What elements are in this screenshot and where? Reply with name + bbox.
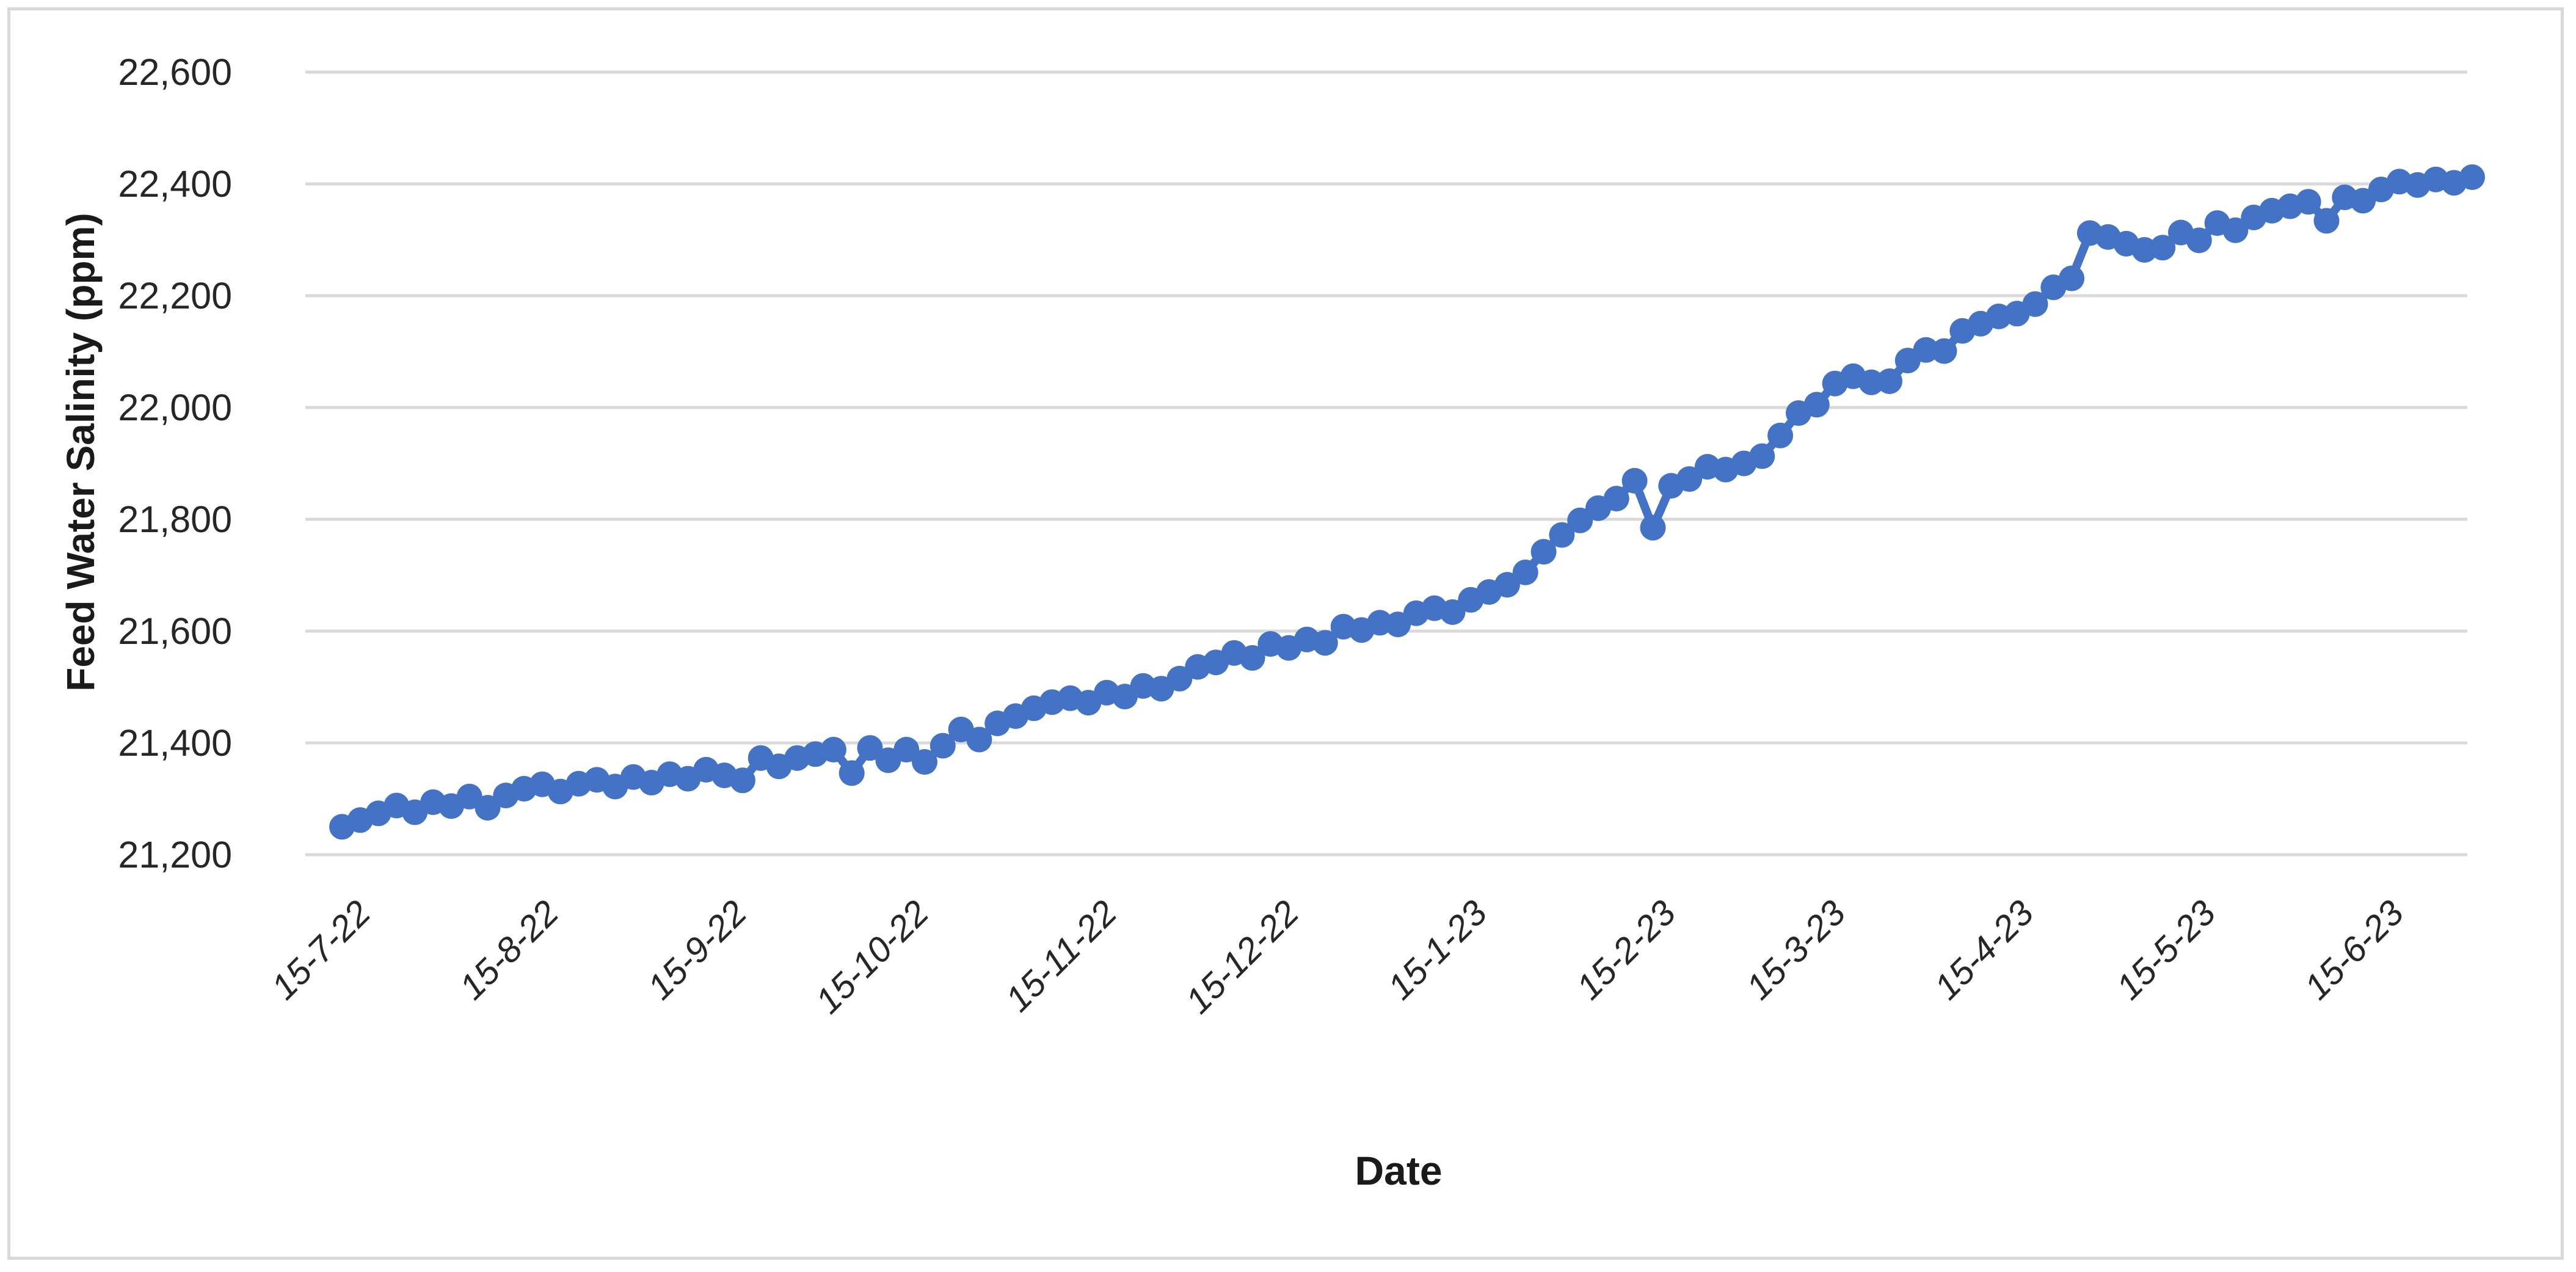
- data-point-marker: [1640, 514, 1666, 541]
- y-axis-tick-label: 22,600: [118, 51, 232, 93]
- data-point-marker: [1239, 645, 1265, 671]
- data-point-marker: [1858, 369, 1885, 395]
- data-point-marker: [1913, 337, 1939, 363]
- data-point-marker: [893, 737, 920, 762]
- data-point-marker: [1549, 522, 1575, 548]
- data-point-marker: [2313, 208, 2340, 234]
- data-point-marker: [820, 737, 846, 762]
- data-point-marker: [966, 726, 992, 753]
- data-point-marker: [1439, 599, 1466, 625]
- data-point-marker: [1676, 466, 1703, 492]
- data-point-marker: [1512, 559, 1538, 585]
- data-point-marker: [2059, 265, 2085, 291]
- data-point-marker: [2150, 235, 2176, 261]
- data-point-marker: [2295, 189, 2321, 215]
- data-point-marker: [912, 749, 937, 775]
- data-point-marker: [857, 735, 883, 761]
- data-point-marker: [1312, 630, 1338, 656]
- y-axis-tick-label: 21,200: [118, 834, 232, 875]
- y-axis-title: Feed Water Salinity (ppm): [59, 213, 103, 692]
- data-point-marker: [1621, 467, 1648, 494]
- y-axis-tick-label: 22,000: [118, 387, 232, 428]
- data-point-marker: [2186, 227, 2212, 254]
- data-point-marker: [729, 767, 755, 794]
- data-point-marker: [1530, 539, 1557, 565]
- data-point-marker: [1567, 507, 1593, 533]
- data-point-marker: [839, 760, 865, 786]
- data-point-marker: [475, 795, 501, 821]
- data-point-marker: [930, 733, 956, 759]
- y-axis-tick-label: 21,400: [118, 722, 232, 764]
- y-axis-tick-label: 22,200: [118, 275, 232, 316]
- chart-frame: [7, 7, 2564, 1260]
- data-point-marker: [2459, 164, 2485, 190]
- y-axis-tick-label: 21,800: [118, 499, 232, 540]
- data-point-marker: [2022, 291, 2048, 317]
- data-point-marker: [1767, 422, 1794, 448]
- x-axis-title: Date: [1355, 1148, 1443, 1193]
- data-point-marker: [1803, 392, 1830, 418]
- data-point-marker: [1494, 572, 1520, 598]
- data-point-marker: [1931, 338, 1957, 364]
- data-point-marker: [1166, 665, 1193, 692]
- y-axis-tick-label: 21,600: [118, 610, 232, 652]
- y-axis-tick-label: 22,400: [118, 163, 232, 205]
- data-point-marker: [1749, 443, 1775, 469]
- data-point-marker: [1603, 486, 1629, 512]
- data-point-marker: [1877, 368, 1902, 394]
- data-point-marker: [2222, 217, 2249, 243]
- series-line: [338, 173, 2476, 832]
